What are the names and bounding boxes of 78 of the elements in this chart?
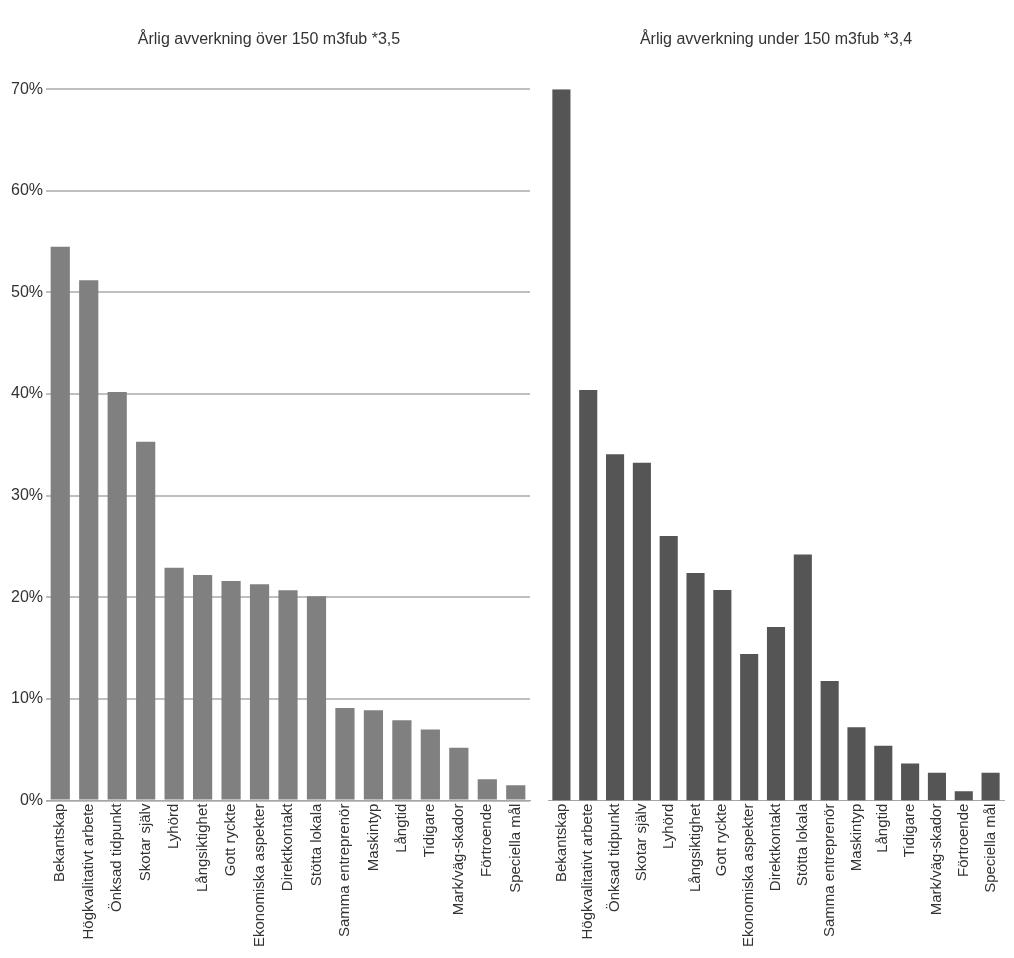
- chart-title: Årlig avverkning under 150 m3fub *3,4: [639, 29, 913, 48]
- bar: [981, 772, 1000, 801]
- bar: [686, 572, 705, 801]
- bar: [278, 590, 298, 800]
- bar: [793, 554, 812, 801]
- bar: [221, 581, 241, 800]
- bar: [79, 280, 99, 800]
- bar: [107, 392, 127, 800]
- bar: [50, 246, 70, 800]
- bar: [874, 745, 893, 801]
- bar: [713, 590, 732, 801]
- x-tick-label: Direktkontakt: [766, 802, 784, 892]
- bar: [552, 89, 571, 801]
- x-tick-label: Maskintyp: [363, 803, 381, 872]
- y-tick-label: 20%: [10, 587, 44, 605]
- x-tick-label: Bekantskap: [551, 803, 569, 882]
- y-tick-label: 0%: [19, 791, 44, 809]
- x-tick-label: Bekantskap: [50, 803, 68, 882]
- y-tick-label: 50%: [10, 282, 44, 300]
- x-tick-label: Gott ryckte: [712, 803, 730, 877]
- bar: [847, 727, 866, 801]
- x-tick-label: Förtroende: [953, 803, 971, 877]
- bar: [820, 681, 839, 801]
- x-tick-label: Lyhörd: [658, 803, 676, 849]
- x-tick-label: Högkvalitativt arbete: [578, 803, 596, 940]
- x-tick-label: Maskintyp: [846, 803, 864, 872]
- x-tick-label: Långtid: [392, 803, 410, 853]
- y-tick-label: 70%: [10, 79, 44, 97]
- x-tick-label: Skotar själv: [135, 803, 153, 882]
- bar: [335, 708, 355, 800]
- bar: [164, 567, 184, 800]
- x-tick-label: Förtroende: [477, 803, 495, 877]
- bar: [659, 535, 678, 801]
- x-tick-label: Mark/väg-skador: [927, 803, 945, 916]
- bar: [306, 596, 327, 800]
- chart-title: Årlig avverkning över 150 m3fub *3,5: [137, 29, 401, 48]
- bar: [477, 779, 497, 800]
- x-tick-label: Speciella mål: [505, 803, 523, 893]
- bar: [363, 710, 384, 800]
- x-tick-label: Ekonomiska aspekter: [739, 803, 757, 948]
- bar: [579, 390, 598, 801]
- x-tick-label: Tidigare: [900, 803, 918, 858]
- bar: [449, 747, 469, 800]
- bar: [392, 720, 412, 800]
- x-tick-label: Långsiktighet: [685, 802, 703, 893]
- x-tick-label: Gott ryckte: [221, 803, 239, 877]
- bar: [954, 791, 973, 801]
- bar: [506, 785, 526, 800]
- bar: [249, 584, 270, 800]
- x-tick-label: Tidigare: [420, 803, 438, 858]
- x-tick-label: Mark/väg-skador: [448, 803, 466, 916]
- x-tick-label: Önksad tidpunkt: [107, 802, 125, 913]
- y-tick-label: 10%: [10, 689, 44, 707]
- x-tick-label: Stötta lokala: [792, 802, 810, 887]
- x-tick-label: Ekonomiska aspekter: [249, 803, 267, 948]
- x-tick-label: Lyhörd: [164, 803, 182, 849]
- y-tick-label: 60%: [10, 181, 44, 199]
- bar: [606, 454, 625, 801]
- bar: [420, 729, 440, 800]
- x-tick-label: Långtid: [873, 803, 891, 853]
- bar: [927, 772, 946, 801]
- bar: [136, 441, 156, 800]
- y-tick-label: 40%: [10, 384, 44, 402]
- x-tick-label: Samma entreprenör: [335, 803, 353, 938]
- x-tick-label: Högkvalitativt arbete: [78, 803, 96, 940]
- bar: [193, 574, 213, 800]
- y-tick-label: 30%: [10, 486, 44, 504]
- bar: [766, 627, 786, 801]
- x-tick-label: Speciella mål: [980, 803, 998, 893]
- bar: [901, 763, 920, 801]
- x-tick-label: Direktkontakt: [278, 802, 296, 892]
- bar: [632, 462, 651, 801]
- x-tick-label: Önksad tidpunkt: [605, 802, 623, 913]
- x-tick-label: Stötta lokala: [306, 802, 324, 887]
- x-tick-label: Samma entreprenör: [819, 803, 837, 938]
- x-tick-label: Skotar själv: [632, 803, 650, 882]
- x-tick-label: Långsiktighet: [192, 802, 210, 893]
- bar: [740, 654, 759, 801]
